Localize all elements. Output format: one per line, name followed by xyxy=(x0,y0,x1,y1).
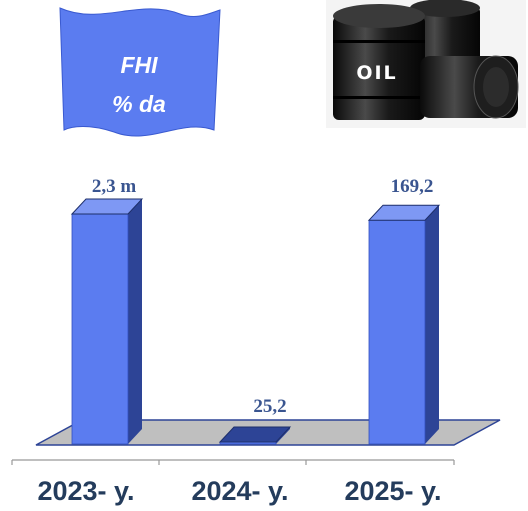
bar-top xyxy=(367,204,441,221)
category-label-2024: 2024- y. xyxy=(191,476,288,506)
category-label-2023: 2023- y. xyxy=(37,476,134,506)
bar-top xyxy=(70,198,144,215)
value-label-2024: 25,2 xyxy=(253,396,286,417)
banner: FHI % da xyxy=(59,7,221,137)
bar-front xyxy=(71,213,129,445)
banner-line2: % da xyxy=(112,91,166,117)
bar-front xyxy=(368,219,426,445)
bar-side xyxy=(425,205,439,444)
oil-label: OIL xyxy=(356,62,397,84)
bar-2025 xyxy=(367,204,441,445)
value-label-2023: 2,3 m xyxy=(92,176,137,197)
bar-2024 xyxy=(218,426,292,445)
bar-side xyxy=(128,199,142,444)
bars-group xyxy=(70,198,441,445)
oil-barrels-image: OIL xyxy=(326,0,526,128)
category-label-2025: 2025- y. xyxy=(344,476,441,506)
bar-2023 xyxy=(70,198,144,445)
banner-flag xyxy=(59,7,221,137)
value-label-2025: 169,2 xyxy=(391,176,434,197)
bar-top xyxy=(218,426,292,443)
banner-line1: FHI xyxy=(120,52,158,78)
